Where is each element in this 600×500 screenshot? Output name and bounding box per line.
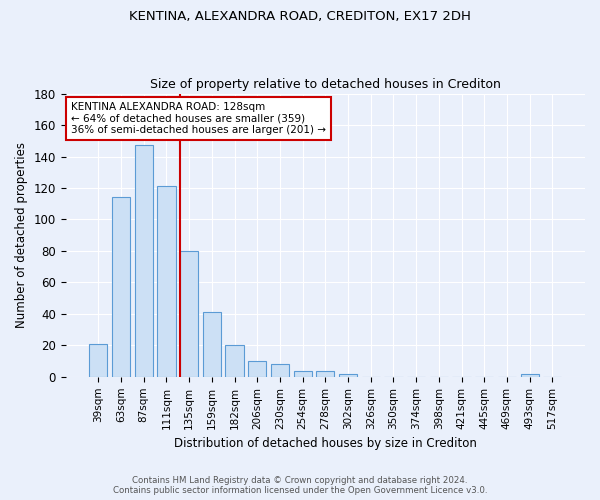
Bar (248, 361, 266, 377)
Bar (293, 370, 312, 377)
Bar (157, 186, 176, 377)
Bar (316, 370, 334, 377)
Text: Contains HM Land Registry data © Crown copyright and database right 2024.
Contai: Contains HM Land Registry data © Crown c… (113, 476, 487, 495)
Bar (521, 374, 539, 377)
Bar (226, 346, 244, 377)
Bar (89, 344, 107, 377)
Bar (339, 374, 357, 377)
Y-axis label: Number of detached properties: Number of detached properties (15, 142, 28, 328)
Title: Size of property relative to detached houses in Crediton: Size of property relative to detached ho… (150, 78, 501, 91)
Bar (203, 312, 221, 377)
Bar (134, 146, 153, 377)
Bar (180, 251, 198, 377)
Text: KENTINA ALEXANDRA ROAD: 128sqm
← 64% of detached houses are smaller (359)
36% of: KENTINA ALEXANDRA ROAD: 128sqm ← 64% of … (71, 102, 326, 136)
Text: KENTINA, ALEXANDRA ROAD, CREDITON, EX17 2DH: KENTINA, ALEXANDRA ROAD, CREDITON, EX17 … (129, 10, 471, 23)
Bar (112, 198, 130, 377)
Bar (271, 364, 289, 377)
X-axis label: Distribution of detached houses by size in Crediton: Distribution of detached houses by size … (174, 437, 477, 450)
